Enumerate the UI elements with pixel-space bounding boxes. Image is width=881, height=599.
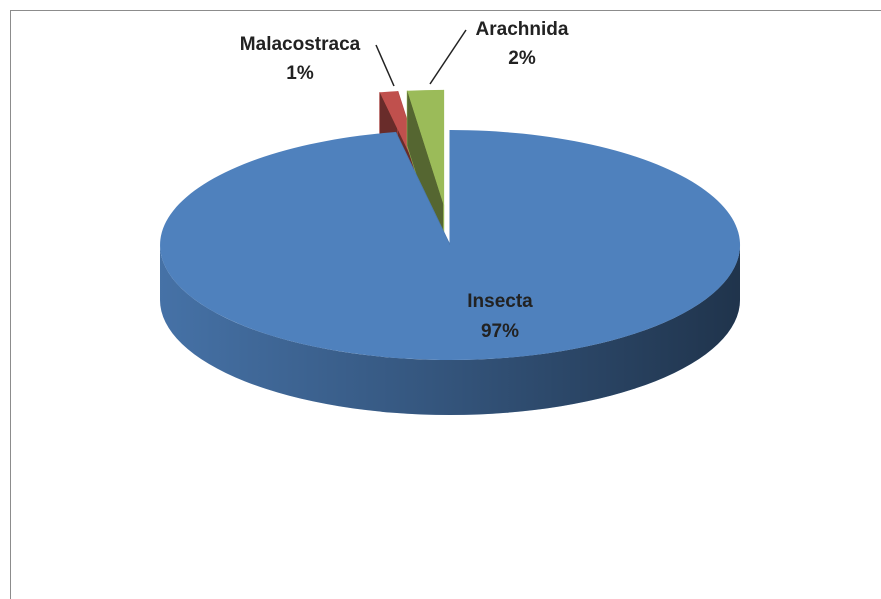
slice-value-label: 2% bbox=[508, 48, 536, 69]
slice bbox=[160, 130, 741, 360]
slice-side-shade bbox=[160, 245, 740, 415]
pie bbox=[160, 89, 741, 415]
slice-label: Malacostraca bbox=[240, 34, 361, 55]
slice-label: Arachnida bbox=[476, 19, 569, 40]
slice-label: Insecta bbox=[467, 291, 533, 312]
leader-line bbox=[429, 29, 467, 85]
slice-value-label: 1% bbox=[286, 63, 314, 84]
slice-value-label: 97% bbox=[481, 321, 519, 342]
leader-line bbox=[375, 44, 395, 87]
slice bbox=[407, 89, 444, 205]
